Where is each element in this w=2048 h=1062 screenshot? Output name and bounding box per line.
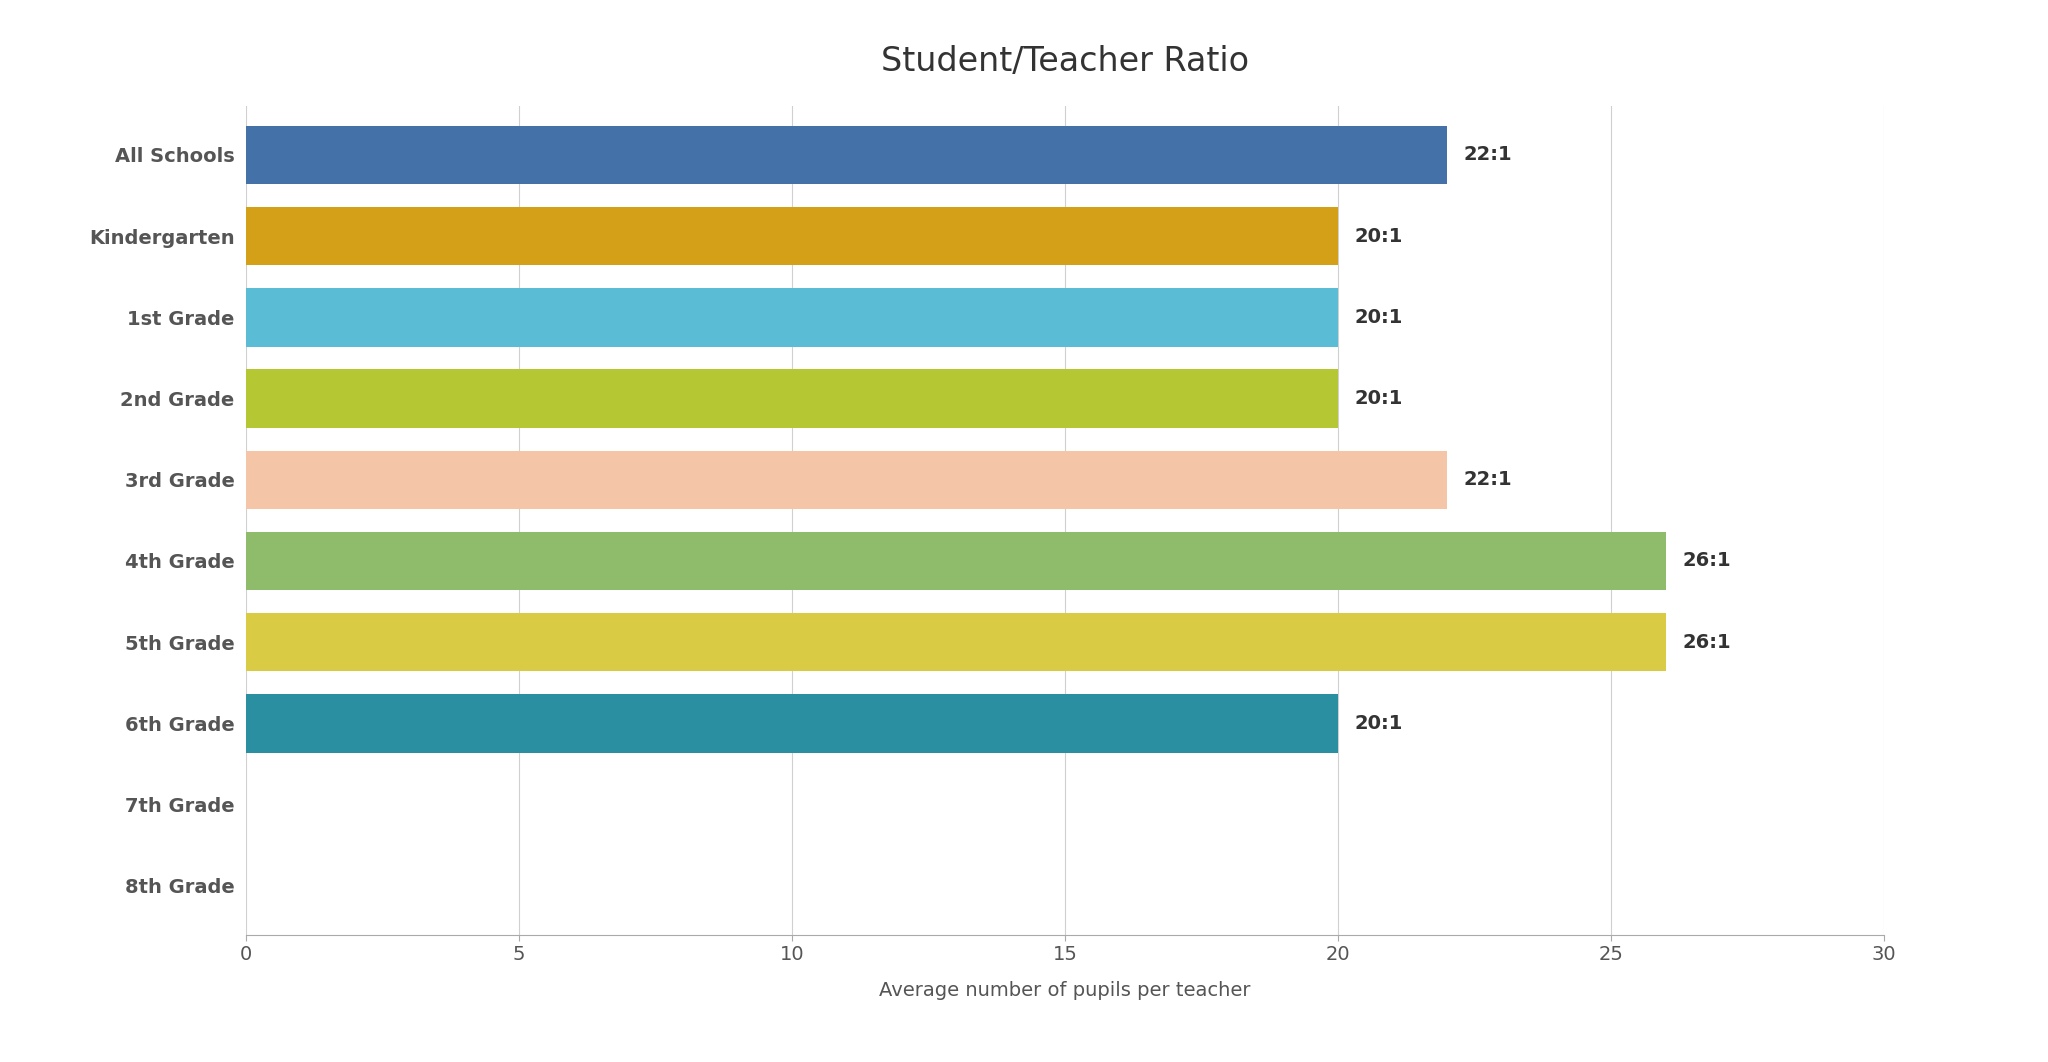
Bar <box>246 695 1337 753</box>
Bar <box>246 613 1665 671</box>
Text: 20:1: 20:1 <box>1354 389 1403 408</box>
Text: 20:1: 20:1 <box>1354 714 1403 733</box>
Text: 26:1: 26:1 <box>1681 551 1731 570</box>
Bar <box>246 532 1665 590</box>
X-axis label: Average number of pupils per teacher: Average number of pupils per teacher <box>879 980 1251 999</box>
Bar <box>246 370 1337 428</box>
Bar <box>246 125 1448 184</box>
Title: Student/Teacher Ratio: Student/Teacher Ratio <box>881 46 1249 79</box>
Bar <box>246 288 1337 346</box>
Text: 26:1: 26:1 <box>1681 633 1731 652</box>
Bar <box>246 207 1337 266</box>
Bar <box>246 450 1448 509</box>
Text: 22:1: 22:1 <box>1464 145 1511 165</box>
Text: 22:1: 22:1 <box>1464 470 1511 490</box>
Text: 20:1: 20:1 <box>1354 226 1403 245</box>
Text: 20:1: 20:1 <box>1354 308 1403 327</box>
